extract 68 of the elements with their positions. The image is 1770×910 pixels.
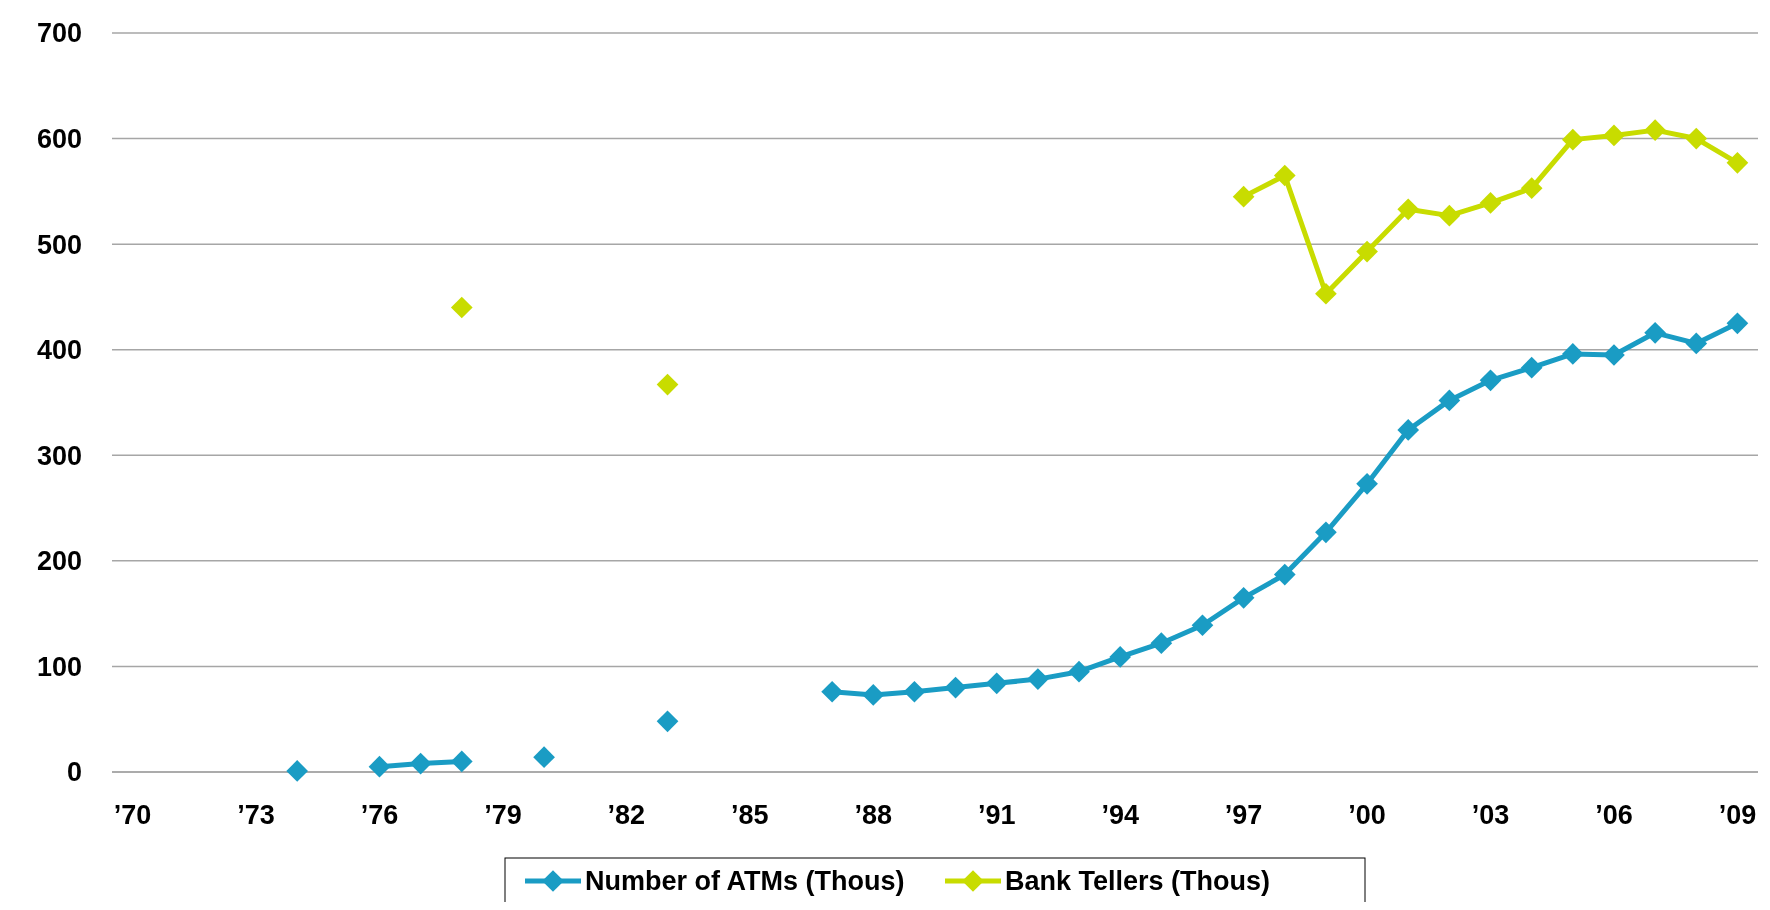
y-tick-label: 200	[36, 546, 82, 577]
point	[1561, 343, 1584, 365]
point	[286, 760, 309, 782]
point	[862, 684, 885, 706]
point	[1603, 344, 1625, 366]
y-tick-label: 500	[36, 229, 82, 260]
x-tick-label: ’94	[1101, 800, 1139, 830]
point	[1561, 128, 1584, 151]
point	[1520, 356, 1543, 379]
x-tick-label: ’73	[237, 800, 275, 830]
point	[1644, 119, 1666, 141]
x-tick-label: ’00	[1348, 800, 1386, 830]
y-tick-label: 0	[66, 757, 82, 788]
x-tick-label: ’09	[1718, 800, 1757, 830]
point	[533, 746, 555, 769]
point	[1479, 369, 1502, 392]
x-tick-label: ’88	[854, 800, 893, 830]
point	[1027, 668, 1049, 690]
point	[656, 710, 679, 733]
point	[1685, 127, 1708, 150]
point	[1685, 332, 1708, 355]
y-tick-label: 700	[36, 18, 82, 49]
point	[1191, 614, 1214, 637]
point	[450, 296, 473, 319]
point	[1438, 389, 1461, 412]
point	[944, 676, 967, 699]
x-tick-label: ’06	[1595, 800, 1633, 830]
point	[1603, 124, 1625, 147]
legend-label: Number of ATMs (Thous)	[585, 866, 905, 897]
point	[1397, 419, 1420, 441]
point	[1726, 152, 1749, 174]
point	[1232, 586, 1255, 609]
point	[1068, 660, 1090, 683]
legend-label: Bank Tellers (Thous)	[1005, 866, 1271, 897]
point	[821, 680, 843, 703]
x-tick-label: ’97	[1224, 800, 1263, 830]
point	[903, 680, 926, 703]
point	[1438, 204, 1461, 227]
point	[1644, 321, 1666, 344]
point	[1273, 563, 1296, 586]
x-tick-label: ’82	[607, 800, 646, 830]
point	[368, 755, 391, 778]
point	[409, 752, 432, 775]
point	[1232, 185, 1255, 208]
point	[1520, 177, 1543, 200]
x-tick-label: ’85	[731, 800, 769, 830]
point	[1109, 646, 1132, 668]
point	[1315, 521, 1337, 544]
x-tick-label: ’79	[484, 800, 522, 830]
x-tick-label: ’91	[977, 800, 1016, 830]
point	[1356, 240, 1378, 263]
x-tick-label: ’76	[360, 800, 399, 830]
point	[1479, 192, 1502, 214]
x-tick-label: ’03	[1471, 800, 1510, 830]
point	[656, 373, 679, 396]
y-tick-label: 600	[36, 124, 82, 155]
point	[450, 750, 473, 773]
point	[1273, 164, 1296, 187]
y-tick-label: 400	[36, 335, 82, 366]
point	[1315, 282, 1337, 305]
point	[1356, 472, 1378, 495]
point	[1397, 198, 1420, 221]
y-tick-label: 300	[36, 440, 82, 471]
point	[1150, 632, 1173, 655]
x-tick-label: ’70	[113, 800, 152, 830]
point	[1726, 312, 1749, 335]
point	[985, 672, 1008, 695]
y-tick-label: 100	[36, 651, 82, 682]
